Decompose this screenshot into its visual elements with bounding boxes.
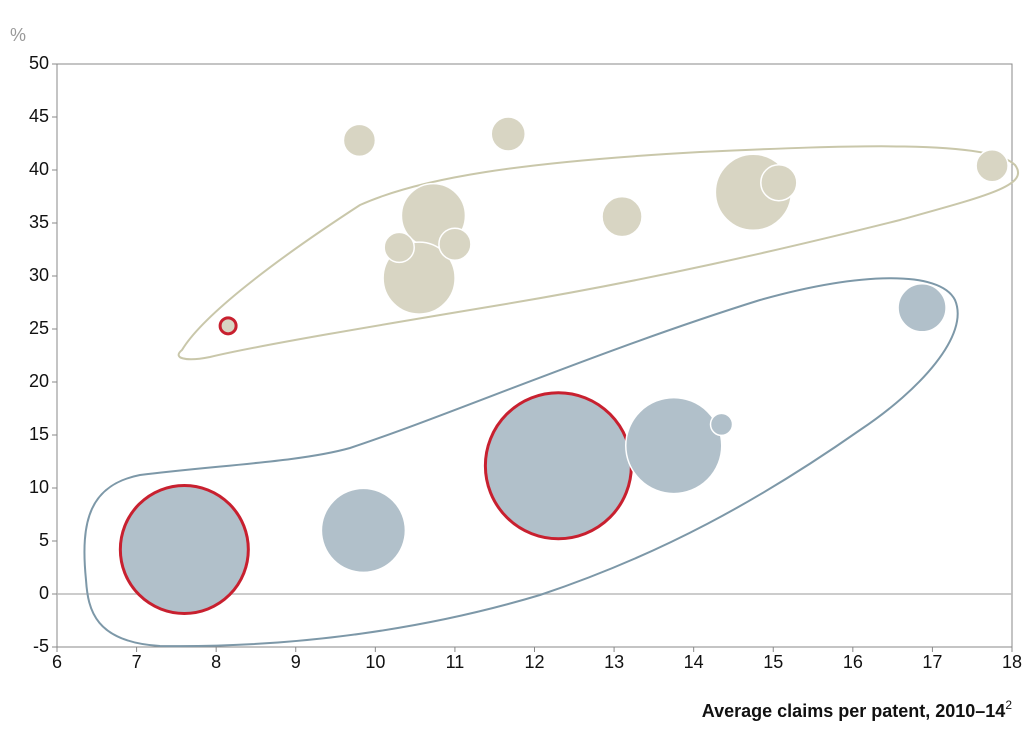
x-tick-label: 8 bbox=[211, 652, 221, 672]
y-tick-label: 40 bbox=[29, 159, 49, 179]
bubble bbox=[760, 163, 798, 202]
y-unit: % bbox=[10, 25, 26, 45]
y-tick-label: 30 bbox=[29, 265, 49, 285]
y-tick-label: 5 bbox=[39, 530, 49, 550]
cluster-outline bbox=[83, 277, 959, 648]
bubble bbox=[709, 412, 734, 437]
x-tick-label: 9 bbox=[291, 652, 301, 672]
bubble bbox=[383, 231, 415, 264]
y-tick-label: 25 bbox=[29, 318, 49, 338]
bubble bbox=[975, 149, 1009, 183]
bubbles bbox=[118, 116, 1009, 615]
bubble bbox=[218, 316, 238, 336]
cluster-outline bbox=[177, 145, 1020, 361]
bubble bbox=[897, 283, 947, 333]
bubble bbox=[320, 487, 407, 574]
x-tick-label: 18 bbox=[1002, 652, 1022, 672]
x-axis-title-text: Average claims per patent, 2010–14 bbox=[702, 701, 1006, 721]
bubble bbox=[118, 483, 250, 615]
y-tick-label: 10 bbox=[29, 477, 49, 497]
y-tick-label: 35 bbox=[29, 212, 49, 232]
bubble bbox=[490, 116, 526, 152]
x-tick-label: 11 bbox=[446, 652, 465, 672]
x-tick-label: 7 bbox=[132, 652, 142, 672]
x-axis-title: Average claims per patent, 2010–142 bbox=[702, 698, 1013, 721]
y-tick-label: 0 bbox=[39, 583, 49, 603]
x-tick-label: 15 bbox=[763, 652, 783, 672]
footnote-mark: 2 bbox=[1005, 698, 1012, 712]
bubble bbox=[342, 123, 377, 158]
bubble bbox=[483, 391, 633, 541]
x-tick-label: 10 bbox=[365, 652, 385, 672]
x-tick-label: 6 bbox=[52, 652, 62, 672]
x-tick-label: 12 bbox=[524, 652, 544, 672]
y-tick-label: 50 bbox=[29, 53, 49, 73]
y-tick-label: 20 bbox=[29, 371, 49, 391]
bubble bbox=[438, 227, 472, 261]
y-tick-label: 45 bbox=[29, 106, 49, 126]
bubble bbox=[601, 195, 643, 238]
x-tick-label: 16 bbox=[843, 652, 863, 672]
bubble bbox=[625, 396, 723, 495]
x-tick-label: 14 bbox=[684, 652, 704, 672]
x-tick-label: 17 bbox=[922, 652, 942, 672]
y-tick-label: -5 bbox=[33, 636, 49, 656]
x-tick-label: 13 bbox=[604, 652, 624, 672]
y-tick-label: 15 bbox=[29, 424, 49, 444]
